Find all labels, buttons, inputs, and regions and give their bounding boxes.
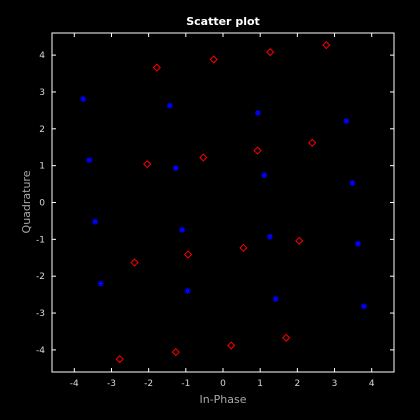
star-marker: [184, 287, 191, 294]
x-tick-label: 3: [332, 379, 338, 389]
x-tick-label: 2: [294, 379, 300, 389]
star-marker: [343, 118, 350, 125]
star-marker: [97, 280, 104, 287]
x-tick-label: -3: [107, 379, 116, 389]
diamond-marker: [143, 160, 152, 169]
star-marker: [172, 165, 179, 172]
diamond-marker: [115, 354, 124, 364]
diamond-marker: [227, 341, 236, 350]
star-marker: [86, 157, 93, 164]
x-tick-label: 0: [220, 379, 226, 389]
data-points: [80, 41, 367, 364]
y-tick-label: 2: [39, 125, 45, 135]
diamond-marker: [152, 63, 161, 72]
x-tick-label: -4: [70, 379, 79, 389]
diamond-marker: [322, 41, 331, 50]
diamond-marker: [183, 250, 193, 259]
star-marker: [179, 226, 186, 233]
x-axis-label: In-Phase: [199, 393, 246, 406]
chart-title: Scatter plot: [186, 15, 260, 28]
diamond-marker: [171, 347, 180, 357]
y-tick-label: -2: [36, 272, 45, 282]
y-tick-label: 0: [39, 199, 45, 209]
diamond-marker: [295, 236, 304, 245]
diamond-marker: [282, 333, 291, 342]
y-tick-label: -1: [36, 235, 45, 245]
star-marker: [80, 95, 87, 102]
star-marker: [266, 233, 273, 240]
x-tick-label: 4: [369, 379, 375, 389]
x-tick-label: 1: [257, 379, 263, 389]
y-tick-label: 3: [39, 88, 45, 98]
star-marker: [92, 218, 99, 225]
y-axis-label: Quadrature: [20, 170, 33, 233]
diamond-marker: [253, 146, 262, 155]
diamond-marker: [308, 138, 317, 147]
axes: -4 -3 -2 -1 0 1 2 3 4 -4 -3 -2 -1 0 1 2 3 4: [36, 32, 395, 389]
diamond-marker: [199, 153, 208, 162]
star-marker: [261, 172, 268, 179]
x-tick-label: -1: [181, 379, 190, 389]
diamond-marker: [130, 258, 139, 267]
y-tick-label: 4: [39, 51, 45, 61]
star-marker: [354, 240, 361, 247]
x-tick-label: -2: [144, 379, 153, 389]
star-marker: [254, 109, 261, 116]
star-marker: [360, 303, 367, 310]
diamond-marker: [209, 55, 218, 64]
star-marker: [166, 102, 173, 109]
diamond-marker: [239, 243, 248, 252]
diamond-marker: [266, 48, 275, 57]
y-tick-label: 1: [39, 162, 45, 172]
y-tick-label: -3: [36, 309, 45, 319]
star-marker: [272, 296, 279, 303]
y-tick-label: -4: [36, 346, 45, 356]
star-marker: [349, 179, 356, 186]
